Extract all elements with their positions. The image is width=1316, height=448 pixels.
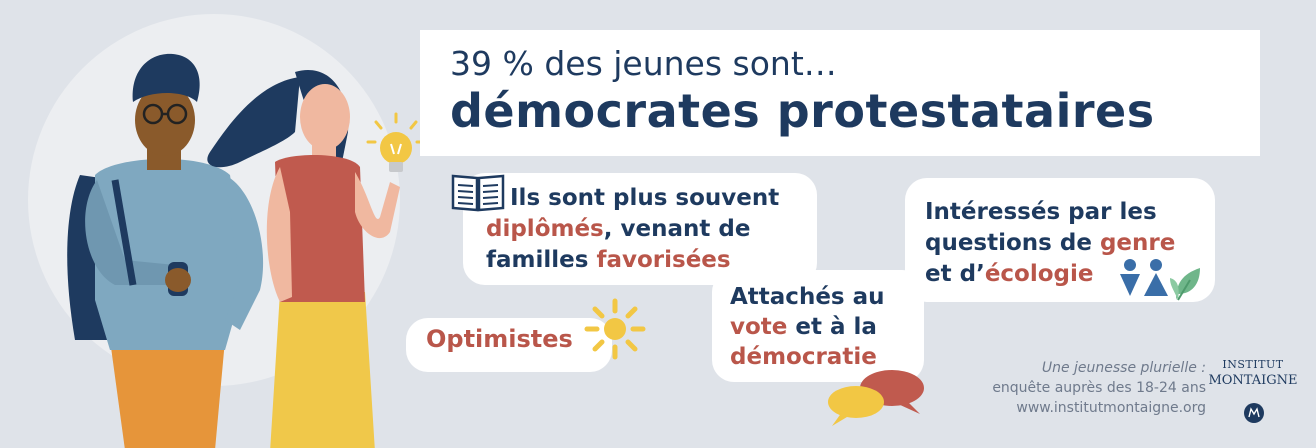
logo-line2: MONTAIGNE [1208,373,1298,388]
logo-emblem-icon [1244,403,1264,423]
caption-line1: Une jeunesse plurielle : [1041,360,1206,376]
text-genre-line3: et d’ [925,261,985,287]
text-diplomes-3: familles favorisées [486,245,731,276]
illustration-man [67,53,264,448]
title-banner [420,30,1260,156]
highlight-ecologie: écologie [984,261,1094,287]
text-diplomes-line1: Ils sont plus souvent [510,185,780,211]
sun-icon [584,298,646,360]
leaf-icon [1170,268,1200,301]
speech-bubbles-icon [828,370,924,426]
logo-line1: INSTITUT [1222,358,1284,371]
text-genre-line1: Intéressés par les [925,199,1157,225]
text-vote-2: vote et à la [730,312,877,343]
text-diplomes-2: diplômés, venant de [486,214,750,245]
text-vote-line1: Attachés au [730,284,885,310]
caption: Une jeunesse plurielle : enquête auprès … [992,358,1206,418]
caption-line2: enquête auprès des 18-24 ans [992,380,1206,396]
text-vote-3: démocratie [730,342,877,373]
book-icon [451,174,505,212]
text-vote-line2: et à la [787,314,877,340]
bubble-genre [905,178,1215,302]
text-genre-line2: questions de [925,230,1100,256]
page-subtitle: 39 % des jeunes sont… [450,44,837,83]
lightbulb-icon [366,112,426,172]
illustration-woman [207,70,400,448]
text-genre-2: questions de genre [925,228,1175,259]
text-genre-1: Intéressés par les [925,197,1157,228]
highlight-vote: vote [730,314,788,340]
highlight-democratie: démocratie [730,344,877,370]
logo: INSTITUT MONTAIGNE [1205,358,1301,388]
text-diplomes-line2: , venant de [603,216,751,242]
bubble-vote [712,270,924,382]
page-title: démocrates protestataires [450,84,1155,138]
text-optimistes: Optimistes [426,325,573,353]
text-diplomes: Ils sont plus souvent [510,183,779,214]
highlight-diplomes: diplômés [486,216,604,242]
highlight-genre: genre [1099,230,1176,256]
text-diplomes-line3: familles [486,247,597,273]
text-vote-1: Attachés au [730,282,885,313]
caption-url[interactable]: www.institutmontaigne.org [1016,400,1206,416]
text-genre-3: et d’écologie [925,259,1093,290]
bubble-diplomes [463,173,817,285]
bubble-optimistes [406,318,612,372]
gender-icon [1120,259,1168,296]
highlight-favorisees: favorisées [596,247,731,273]
